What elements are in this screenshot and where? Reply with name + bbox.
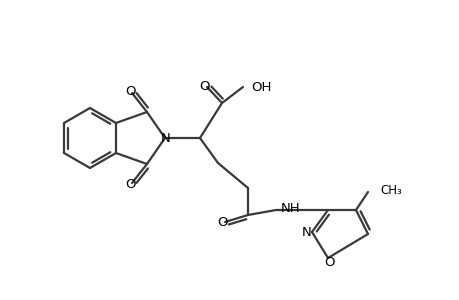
Text: N: N: [302, 226, 311, 238]
Text: OH: OH: [251, 80, 271, 94]
Text: O: O: [125, 85, 136, 98]
Text: O: O: [217, 217, 228, 230]
Text: NH: NH: [280, 202, 300, 214]
Text: O: O: [324, 256, 335, 268]
Text: N: N: [161, 131, 170, 145]
Text: O: O: [125, 178, 136, 191]
Text: O: O: [199, 80, 210, 92]
Text: CH₃: CH₃: [379, 184, 401, 196]
